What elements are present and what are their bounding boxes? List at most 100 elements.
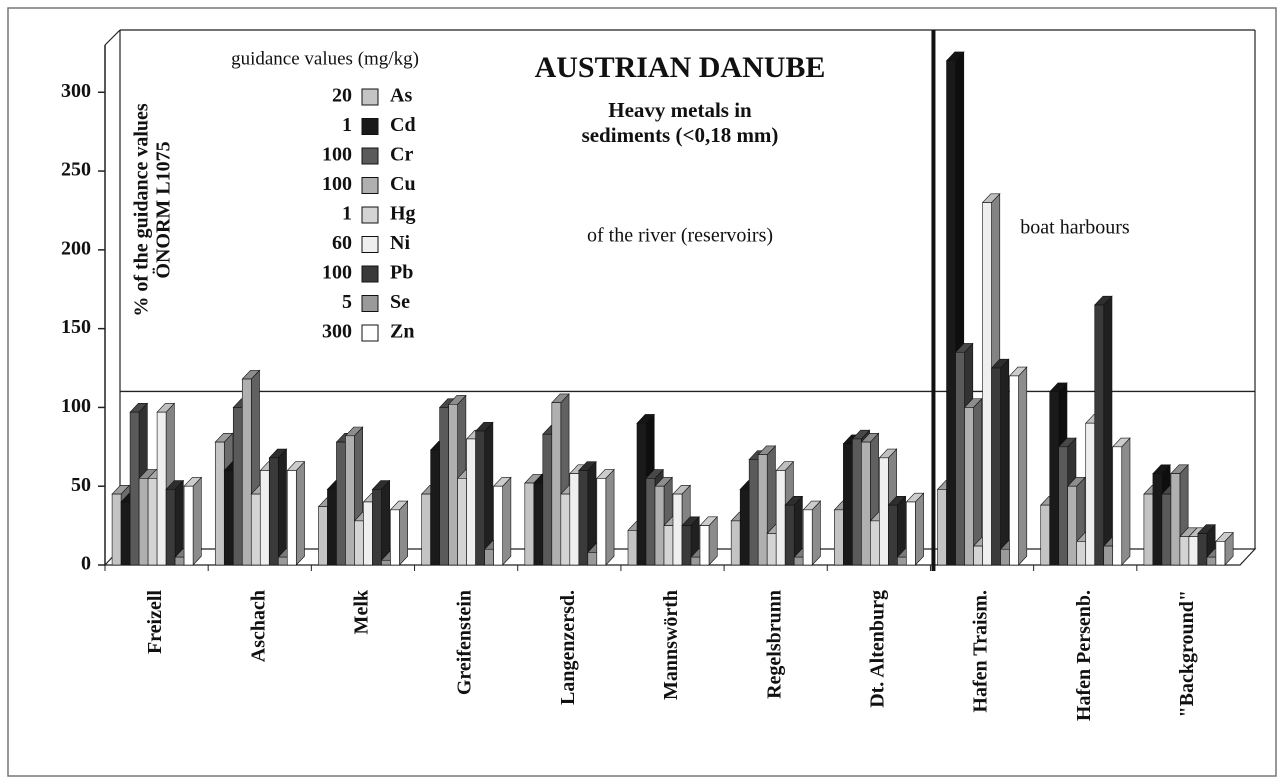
bar-front (775, 470, 786, 566)
bar-front (681, 525, 692, 566)
bar-front (793, 556, 804, 566)
bar-front (457, 478, 467, 566)
bar-front (748, 459, 759, 566)
bar-front (390, 509, 400, 566)
bar (268, 448, 288, 566)
bar (492, 476, 512, 566)
bar-side (605, 468, 615, 566)
subtitle: Heavy metals in (608, 98, 752, 122)
bar (990, 358, 1010, 566)
bar-front (834, 509, 844, 566)
x-tick-label: Freizell (144, 590, 166, 654)
bar-front (946, 60, 956, 566)
bar-front (906, 501, 916, 566)
bar-front (147, 478, 158, 566)
bar-front (870, 520, 880, 566)
x-tick-label: Mannswörth (660, 590, 682, 700)
bar-side (502, 476, 512, 566)
y-tick-label: 150 (61, 316, 91, 338)
bar-front (1067, 485, 1078, 566)
legend-swatch (361, 147, 379, 165)
bar-front (327, 489, 337, 566)
bar (371, 479, 391, 566)
x-tick-label: Langenzersd. (557, 590, 579, 705)
bar-side (295, 460, 305, 566)
bar-front (1161, 493, 1172, 566)
bar (596, 468, 615, 566)
bar-front (484, 548, 494, 566)
legend-name: As (390, 85, 412, 107)
legend-swatch (361, 118, 379, 135)
y-tick-label: 200 (61, 237, 91, 259)
bar (183, 476, 203, 566)
bar-front (1143, 493, 1154, 566)
legend-name: Cd (390, 114, 416, 136)
bar-front (336, 441, 346, 566)
bar-front (381, 559, 391, 566)
bar-front (852, 438, 862, 566)
bar-front (551, 402, 562, 566)
bar-front (1103, 545, 1114, 566)
bar-front (1085, 422, 1096, 566)
bar-front (475, 430, 485, 566)
legend-guidance: 1 (342, 114, 352, 136)
bar-front (1094, 304, 1105, 566)
bar-side (399, 500, 409, 566)
bar-front (183, 485, 194, 566)
x-tick-label: Hafen Persenb. (1073, 590, 1095, 721)
legend-swatch (361, 236, 379, 253)
legend-swatch (361, 295, 379, 312)
bar-front (690, 556, 701, 566)
bar-front (421, 493, 431, 566)
y-tick-label: 250 (61, 159, 91, 181)
legend-guidance: 20 (332, 85, 352, 107)
bar-front (1009, 375, 1019, 566)
bar-front (569, 473, 580, 566)
bar-front (223, 470, 234, 566)
bar-front (268, 457, 279, 566)
bar-front (879, 457, 889, 566)
bar-front (250, 493, 261, 566)
legend-guidance: 300 (322, 321, 352, 343)
bar (699, 516, 718, 566)
x-tick-label: Dt. Altenburg (866, 590, 888, 708)
y-label-line: ÖNORM L1075 (152, 141, 175, 278)
bar-front (542, 433, 553, 566)
y-tick-label: 300 (61, 80, 91, 102)
bar-front (843, 443, 853, 566)
y-axis-label: % of the guidance values ÖNORM L1075 (131, 103, 175, 317)
bar-front (766, 533, 777, 566)
bar-front (318, 506, 328, 566)
bar-front (345, 435, 355, 566)
frame (7, 7, 1277, 777)
bar-front (560, 493, 571, 566)
bar (905, 492, 925, 566)
bar-front (578, 470, 589, 566)
bar-front (129, 411, 140, 566)
bar (578, 460, 597, 566)
legend-name: Hg (390, 203, 416, 225)
bar-front (241, 378, 252, 566)
x-tick-label: Greifenstein (454, 590, 476, 695)
bar-front (861, 441, 871, 566)
bar-front (1215, 541, 1226, 566)
bar-front (156, 411, 167, 566)
bar (1008, 366, 1028, 566)
bar (389, 500, 409, 566)
y-axis-top (104, 29, 121, 46)
bar (286, 460, 306, 566)
legend-swatch (361, 206, 379, 224)
bar-side (192, 476, 202, 566)
bar-front (372, 489, 382, 566)
bar-front (636, 422, 647, 566)
bar (1094, 295, 1113, 566)
bar-front (784, 504, 795, 566)
bar-front (493, 485, 503, 566)
bar-front (937, 489, 947, 566)
y-tick-label: 50 (71, 474, 91, 496)
bar-front (739, 489, 750, 566)
bar-front (1058, 446, 1069, 566)
bar-front (363, 501, 373, 566)
bar-front (111, 493, 122, 566)
